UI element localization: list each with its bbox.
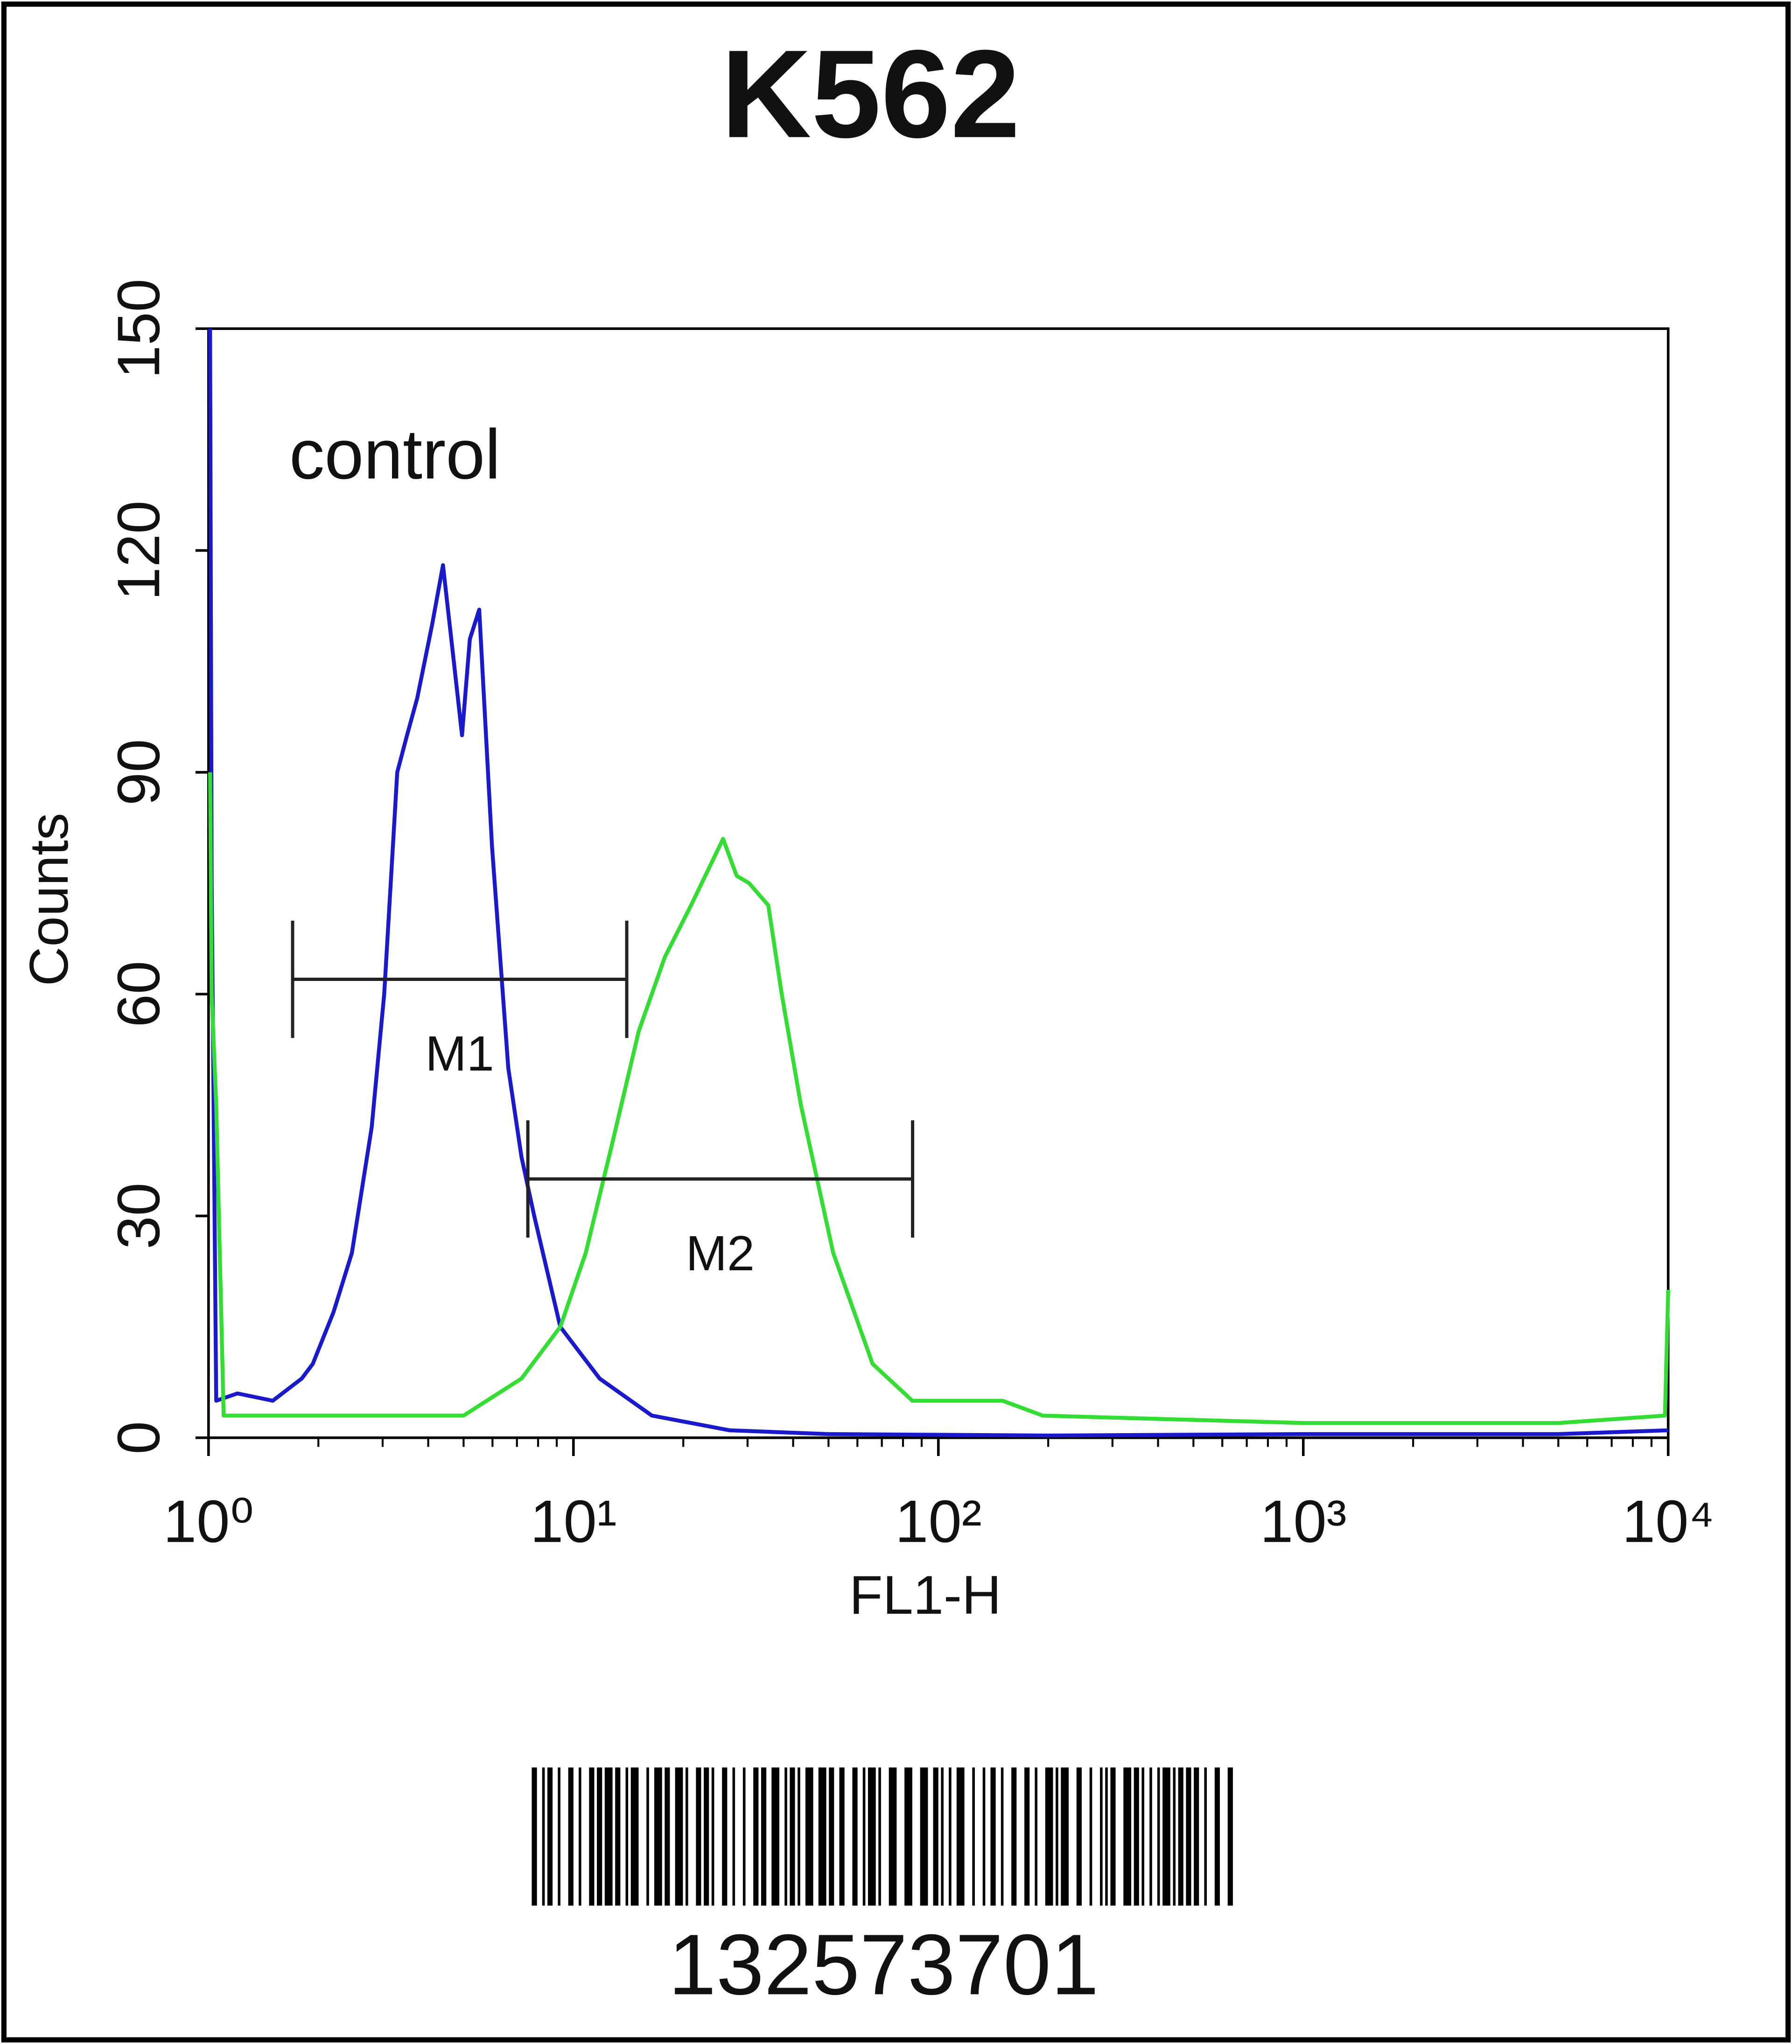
barcode-bar <box>761 1767 767 1906</box>
barcode-bar <box>578 1767 581 1906</box>
x-tick-label: 10² <box>895 1488 982 1555</box>
barcode-bar <box>1011 1767 1017 1906</box>
barcode-bar <box>852 1767 858 1906</box>
barcode-bar <box>839 1767 845 1906</box>
barcode-bar <box>941 1767 944 1906</box>
barcode-bar <box>558 1767 560 1906</box>
x-tick-label: 10¹ <box>530 1488 617 1555</box>
barcode-bar <box>1204 1767 1207 1906</box>
barcode-bar <box>568 1767 574 1906</box>
barcode-bar <box>685 1767 688 1906</box>
barcode-bar <box>547 1767 553 1906</box>
data-line <box>208 329 1668 1438</box>
barcode-bar <box>1186 1767 1191 1906</box>
barcode-bar <box>625 1767 629 1906</box>
barcode-bar <box>1001 1767 1004 1906</box>
barcode-bar <box>878 1767 881 1906</box>
y-tick-label: 0 <box>105 1421 172 1454</box>
barcode-bar <box>889 1767 897 1906</box>
barcode-bar <box>784 1767 787 1906</box>
barcode-bar <box>829 1767 834 1906</box>
barcode-bar <box>1173 1767 1176 1906</box>
barcode-bar <box>753 1767 759 1906</box>
barcode-bar <box>1105 1767 1108 1906</box>
barcode-bar <box>732 1767 735 1906</box>
barcode-bar <box>771 1767 780 1906</box>
barcode-bar <box>933 1767 938 1906</box>
barcode-bar <box>1134 1767 1139 1906</box>
barcode-bar <box>868 1767 876 1906</box>
barcode-bar <box>1061 1767 1069 1906</box>
barcode-bar <box>1227 1767 1233 1906</box>
barcode <box>532 1767 1233 1906</box>
barcode-bar <box>990 1767 996 1906</box>
barcode-bar <box>862 1767 866 1906</box>
barcode-bar <box>1089 1767 1092 1906</box>
y-axis-label: Counts <box>18 813 79 987</box>
barcode-bar <box>630 1767 639 1906</box>
barcode-bar <box>597 1767 602 1906</box>
barcode-bar <box>1178 1767 1183 1906</box>
barcode-bar <box>1149 1767 1152 1906</box>
data-line <box>208 772 1670 1425</box>
barcode-bar <box>1157 1767 1160 1906</box>
y-tick-label: 60 <box>105 961 172 1028</box>
barcode-bar <box>1141 1767 1145 1906</box>
barcode-bar <box>904 1767 912 1906</box>
barcode-bar <box>1024 1767 1030 1906</box>
barcode-bar <box>1045 1767 1053 1906</box>
barcode-number: 132573701 <box>668 1917 1099 2013</box>
barcode-bar <box>1076 1767 1082 1906</box>
x-axis-label: FL1-H <box>849 1564 1001 1625</box>
barcode-bar <box>711 1767 714 1906</box>
barcode-bar <box>798 1767 800 1906</box>
barcode-bar <box>805 1767 813 1906</box>
barcode-bar <box>675 1767 683 1906</box>
barcode-bar <box>972 1767 975 1906</box>
barcode-bar <box>604 1767 613 1906</box>
x-tick-label: 10⁰ <box>163 1488 254 1555</box>
barcode-bar <box>1035 1767 1038 1906</box>
y-tick-label: 90 <box>105 739 172 805</box>
barcode-bar <box>704 1767 709 1906</box>
barcode-bar <box>532 1767 537 1906</box>
barcode-bar <box>790 1767 795 1906</box>
barcode-bar <box>1100 1767 1103 1906</box>
barcode-bar <box>956 1767 965 1906</box>
barcode-bar <box>722 1767 728 1906</box>
barcode-bar <box>818 1767 826 1906</box>
y-tick-label: 30 <box>105 1183 172 1249</box>
marker-label: M2 <box>686 1226 755 1281</box>
barcode-bar <box>1162 1767 1170 1906</box>
marker-label: M1 <box>425 1026 494 1081</box>
barcode-bar <box>1194 1767 1199 1906</box>
barcode-bar <box>920 1767 928 1906</box>
chart-title: K562 <box>721 24 1020 164</box>
x-tick-label: 10⁴ <box>1622 1488 1715 1555</box>
barcode-bar <box>1056 1767 1058 1906</box>
barcode-bar <box>742 1767 746 1906</box>
barcode-bar <box>1123 1767 1132 1906</box>
barcode-bar <box>696 1767 701 1906</box>
y-tick-label: 120 <box>105 500 172 600</box>
barcode-bar <box>542 1767 545 1906</box>
barcode-bar <box>949 1767 952 1906</box>
annotation: control <box>289 414 501 493</box>
barcode-bar <box>1110 1767 1116 1906</box>
barcode-bar <box>1214 1767 1220 1906</box>
x-tick-label: 10³ <box>1260 1488 1347 1555</box>
barcode-bar <box>589 1767 595 1906</box>
barcode-bar <box>615 1767 621 1906</box>
y-tick-label: 150 <box>105 279 172 378</box>
barcode-bar <box>665 1767 670 1906</box>
barcode-bar <box>982 1767 986 1906</box>
barcode-bar <box>654 1767 662 1906</box>
barcode-bar <box>646 1767 649 1906</box>
